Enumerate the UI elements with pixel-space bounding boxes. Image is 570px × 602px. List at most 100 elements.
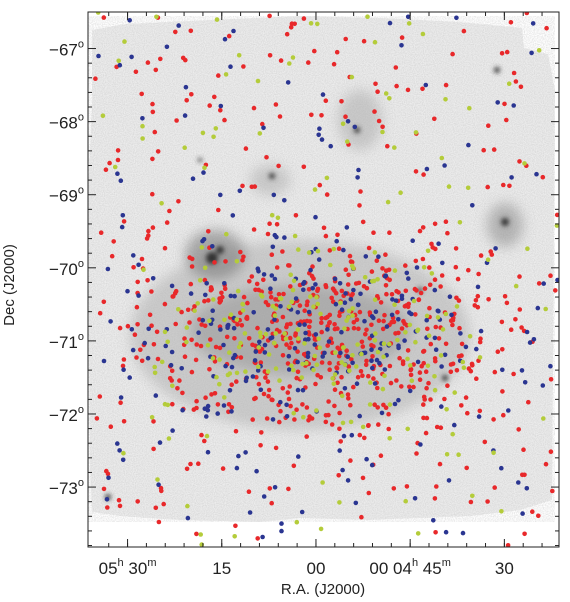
- data-point: [176, 199, 181, 204]
- data-point: [351, 325, 357, 331]
- data-point: [269, 212, 275, 218]
- data-point: [150, 101, 155, 107]
- data-point: [290, 287, 296, 293]
- data-point: [460, 530, 466, 536]
- data-point: [279, 528, 284, 534]
- data-point: [145, 355, 151, 361]
- data-point: [296, 454, 301, 459]
- data-point: [354, 364, 359, 369]
- data-point: [115, 441, 120, 446]
- data-point: [428, 341, 434, 347]
- data-point: [410, 238, 416, 243]
- data-point: [346, 364, 352, 369]
- data-point: [452, 422, 457, 428]
- data-point: [343, 114, 348, 119]
- data-point: [405, 348, 411, 353]
- data-point: [101, 358, 107, 364]
- data-point: [236, 53, 242, 58]
- data-point: [212, 94, 217, 100]
- data-point: [189, 92, 194, 97]
- data-point: [258, 360, 264, 365]
- data-point: [115, 171, 120, 176]
- data-point: [138, 347, 143, 353]
- data-point: [408, 367, 414, 373]
- data-point: [283, 336, 289, 342]
- data-point: [261, 391, 267, 397]
- data-point: [531, 337, 537, 342]
- data-point: [232, 534, 237, 539]
- data-point: [295, 369, 301, 375]
- data-point: [121, 357, 127, 362]
- data-point: [434, 484, 439, 489]
- data-point: [375, 89, 380, 94]
- data-point: [229, 382, 234, 388]
- data-point: [314, 362, 320, 368]
- data-point: [287, 384, 293, 389]
- data-point: [127, 18, 132, 23]
- data-point: [499, 319, 505, 325]
- data-point: [333, 350, 338, 355]
- data-point: [500, 367, 505, 373]
- data-point: [240, 302, 246, 307]
- data-point: [332, 403, 337, 409]
- data-point: [227, 388, 233, 393]
- data-point: [477, 339, 483, 345]
- data-point: [432, 374, 437, 379]
- data-point: [425, 248, 431, 254]
- data-point: [265, 327, 271, 332]
- data-point: [158, 485, 164, 491]
- data-point: [396, 397, 401, 403]
- data-point: [295, 327, 301, 332]
- data-point: [190, 176, 196, 181]
- data-point: [131, 253, 136, 258]
- data-point: [293, 331, 299, 336]
- data-point: [229, 409, 234, 414]
- data-point: [353, 500, 359, 506]
- data-point: [440, 260, 445, 266]
- data-point: [241, 64, 246, 69]
- data-point: [500, 347, 505, 352]
- data-point: [420, 86, 425, 92]
- data-point: [342, 300, 348, 306]
- data-point: [345, 282, 351, 287]
- data-point: [322, 350, 327, 356]
- data-point: [337, 426, 342, 432]
- data-point: [310, 264, 315, 269]
- data-point: [155, 149, 161, 154]
- data-point: [170, 401, 175, 407]
- data-point: [245, 300, 250, 306]
- data-point: [339, 329, 344, 335]
- data-point: [291, 278, 297, 284]
- data-point: [387, 96, 392, 101]
- data-point: [97, 310, 103, 316]
- y-tick-label: −72o: [49, 404, 84, 425]
- data-point: [185, 515, 191, 521]
- data-point: [423, 82, 429, 88]
- data-point: [284, 31, 290, 37]
- data-point: [427, 282, 433, 288]
- data-point: [255, 325, 260, 331]
- data-point: [194, 405, 199, 411]
- data-point: [386, 267, 392, 273]
- data-point: [548, 363, 553, 369]
- data-point: [553, 288, 558, 293]
- data-point: [383, 273, 389, 279]
- data-point: [293, 213, 299, 218]
- data-point: [284, 342, 289, 347]
- data-point: [507, 183, 512, 189]
- data-point: [204, 281, 209, 286]
- data-point: [387, 402, 393, 407]
- data-point: [272, 313, 278, 318]
- data-point: [255, 536, 260, 541]
- data-point: [415, 359, 421, 365]
- data-point: [196, 461, 201, 467]
- data-point: [478, 336, 483, 342]
- data-point: [372, 297, 378, 303]
- data-point: [348, 402, 353, 408]
- data-point: [250, 342, 255, 348]
- data-point: [223, 259, 228, 264]
- data-point: [141, 267, 146, 273]
- data-point: [339, 307, 345, 313]
- data-point: [368, 380, 373, 385]
- data-point: [358, 369, 364, 374]
